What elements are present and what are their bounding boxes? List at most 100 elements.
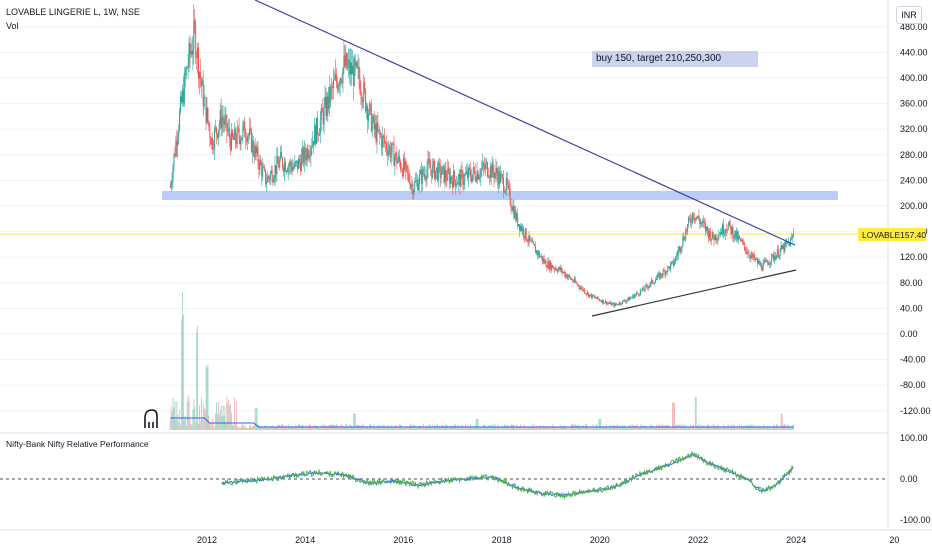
volume-bar <box>791 427 792 430</box>
candle-body <box>183 73 185 104</box>
candle-body <box>241 137 243 140</box>
volume-bar <box>485 425 487 430</box>
volume-bar <box>526 426 528 430</box>
ascending-trendline[interactable] <box>591 269 797 317</box>
volume-bar <box>382 426 384 430</box>
volume-bar <box>241 424 243 430</box>
candle-body <box>483 162 485 167</box>
candle-body <box>704 222 706 224</box>
volume-bar <box>325 427 327 430</box>
candle-body <box>173 153 175 167</box>
candle-body <box>522 227 524 236</box>
candle-body <box>367 114 369 121</box>
candle-body <box>275 165 277 175</box>
candle-body <box>764 261 766 262</box>
volume-bar <box>788 425 790 430</box>
candle-body <box>320 107 322 121</box>
volume-bar <box>580 427 582 430</box>
candle-body <box>248 135 250 137</box>
candle-body <box>524 228 526 238</box>
volume-bar <box>743 425 745 430</box>
candle-body <box>350 62 352 75</box>
candle-body <box>745 251 747 253</box>
candle-body <box>553 267 555 270</box>
candle-body <box>313 140 315 146</box>
volume-bar <box>197 325 199 430</box>
candle-body <box>538 252 540 258</box>
candle-body <box>242 126 244 138</box>
candle-body <box>670 263 672 270</box>
candle-body <box>370 104 372 132</box>
candle-body <box>790 238 792 240</box>
volume-bar <box>779 427 781 430</box>
candle-body <box>480 169 482 177</box>
volume-bar <box>306 426 308 430</box>
candle-body <box>464 174 466 183</box>
volume-bar <box>521 426 522 430</box>
time-tick-label: 2022 <box>688 535 708 545</box>
volume-bar <box>302 425 304 430</box>
volume-bar <box>401 425 403 430</box>
candle-body <box>179 111 181 130</box>
volume-bar <box>291 427 293 430</box>
trade-note-annotation[interactable]: buy 150, target 210,250,300 <box>592 51 758 67</box>
candle-body <box>660 273 662 276</box>
candle-body <box>694 218 696 221</box>
volume-bar <box>271 425 273 430</box>
volume-bar <box>495 427 497 430</box>
candle-body <box>417 180 419 190</box>
candle-body <box>508 185 510 189</box>
candle-body <box>570 279 572 281</box>
volume-bar <box>353 413 355 430</box>
volume-bar <box>663 427 665 430</box>
volume-bar <box>613 426 615 430</box>
candle-body <box>262 167 264 177</box>
candle-body <box>375 124 377 142</box>
volume-bar <box>591 426 593 430</box>
candle-body <box>754 254 756 260</box>
candle-body <box>586 293 588 295</box>
volume-bar <box>366 426 368 430</box>
volume-bar <box>772 426 774 430</box>
volume-bar <box>468 426 470 430</box>
volume-bar <box>499 427 501 430</box>
volume-bar <box>301 425 302 430</box>
volume-bar <box>201 419 203 430</box>
volume-bar <box>722 427 724 430</box>
volume-bar <box>660 426 662 430</box>
price-tick-label: 480.00 <box>900 22 928 32</box>
candle-body <box>437 162 439 181</box>
volume-bar <box>250 424 251 430</box>
candle-body <box>676 255 678 257</box>
volume-bar <box>665 425 667 430</box>
candle-body <box>198 47 200 79</box>
candle-body <box>551 264 553 270</box>
price-tick-label: -120.00 <box>900 406 931 416</box>
candle-body <box>667 266 669 272</box>
last-price-tag: LOVABLE 157.40 <box>858 228 926 241</box>
candle-body <box>428 158 430 162</box>
descending-trendline[interactable] <box>254 0 796 246</box>
candle-body <box>291 166 293 172</box>
volume-bar <box>360 427 362 430</box>
currency-button[interactable]: INR <box>896 6 922 24</box>
volume-bar <box>563 425 565 430</box>
volume-bar <box>187 395 189 430</box>
candle-body <box>391 143 393 153</box>
candle-body <box>367 106 369 121</box>
volume-bar <box>694 397 696 430</box>
volume-bar <box>218 414 220 430</box>
candle-body <box>344 55 346 66</box>
candle-body <box>669 266 671 270</box>
volume-bar <box>260 426 262 430</box>
candle-body <box>322 112 324 125</box>
candle-body <box>686 230 688 232</box>
volume-bar <box>514 426 516 430</box>
volume-bar <box>474 425 476 430</box>
candle-body <box>753 254 755 258</box>
volume-bar <box>778 427 780 430</box>
volume-bar <box>540 427 542 430</box>
candle-body <box>423 173 425 175</box>
candle-body <box>786 242 788 244</box>
